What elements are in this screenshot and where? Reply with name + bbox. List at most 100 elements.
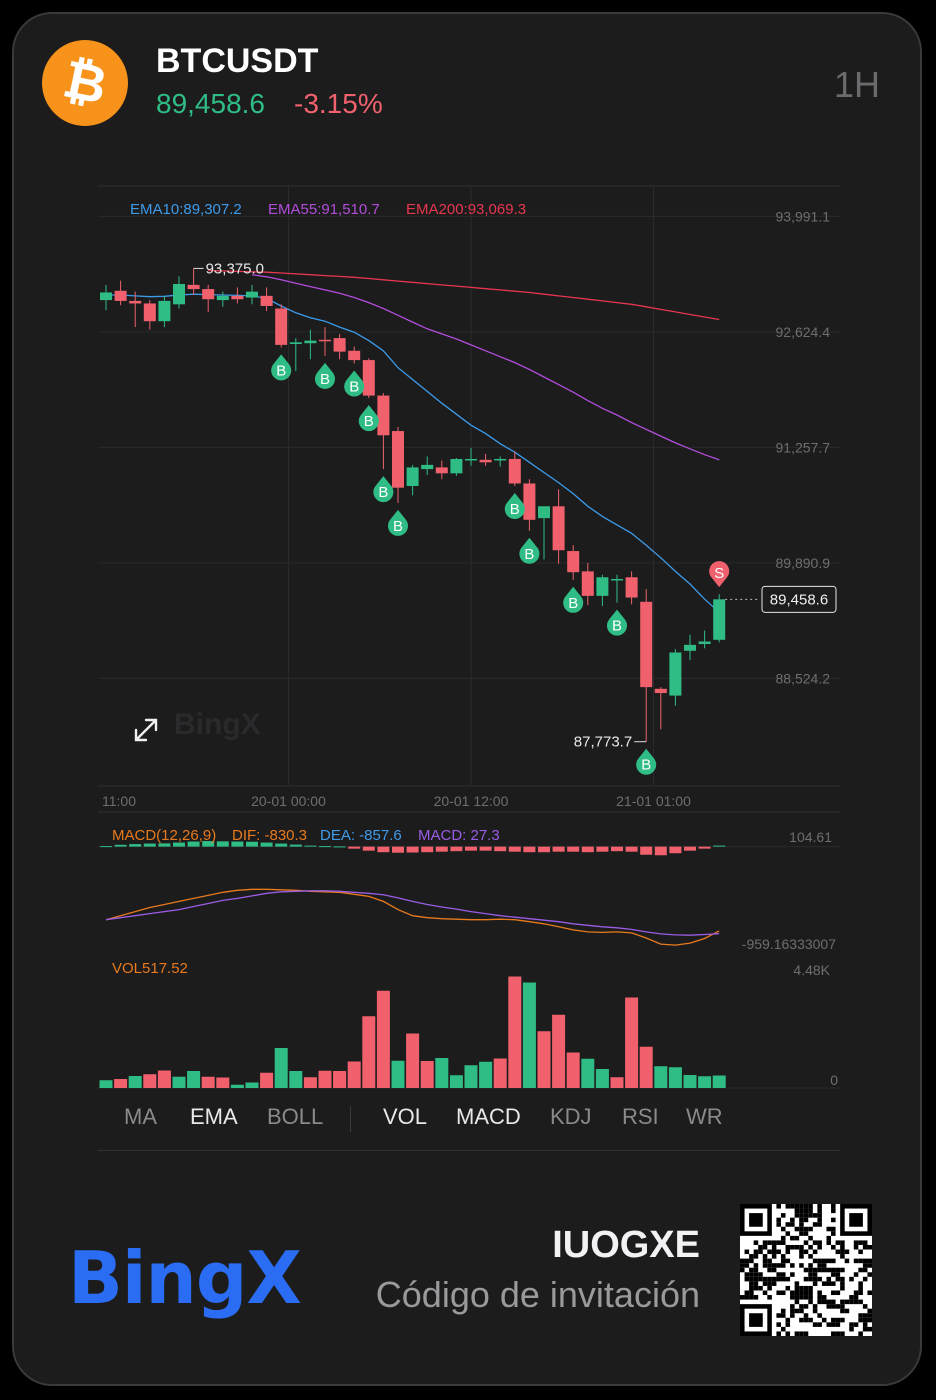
candle <box>158 300 171 322</box>
qr-module <box>776 1240 781 1245</box>
qr-module <box>812 1258 818 1264</box>
qr-module <box>762 1258 768 1264</box>
tab-divider <box>350 1106 351 1132</box>
qr-module <box>753 1240 759 1245</box>
signal-label: B <box>364 413 374 430</box>
volume-bar <box>449 1075 463 1088</box>
qr-module <box>803 1226 809 1232</box>
qr-module <box>780 1272 786 1277</box>
signal-label: B <box>349 378 359 395</box>
candle <box>173 284 185 305</box>
qr-module <box>785 1317 791 1323</box>
qr-module <box>812 1240 818 1245</box>
qr-module <box>817 1244 822 1250</box>
macd-hist-bar <box>348 846 361 849</box>
qr-module <box>862 1263 868 1268</box>
qr-module <box>790 1204 795 1209</box>
qr-module <box>794 1285 800 1291</box>
qr-module <box>844 1308 850 1314</box>
volume-bar <box>260 1072 274 1088</box>
chart-watermark: BingX <box>174 708 261 741</box>
signal-label: B <box>510 501 520 518</box>
qr-module <box>835 1276 841 1282</box>
qr-module <box>790 1222 795 1227</box>
macd-hist-bar <box>421 846 434 853</box>
qr-module <box>853 1272 859 1277</box>
qr-module <box>785 1222 791 1227</box>
volume-label: VOL517.52 <box>112 960 188 977</box>
qr-module <box>799 1226 804 1232</box>
qr-module <box>840 1240 845 1245</box>
qr-module <box>844 1299 850 1305</box>
qr-module <box>767 1276 772 1282</box>
qr-module <box>794 1235 800 1241</box>
qr-module <box>799 1263 804 1268</box>
candle <box>129 300 142 304</box>
qr-module <box>780 1326 786 1332</box>
qr-module <box>767 1285 772 1291</box>
qr-module <box>803 1304 809 1309</box>
volume-bar <box>347 1061 361 1088</box>
qr-module <box>831 1304 836 1309</box>
qr-module <box>803 1285 809 1291</box>
tab-ma[interactable]: MA <box>124 1104 157 1129</box>
signal-label: B <box>378 484 388 501</box>
volume-bar <box>318 1070 332 1088</box>
qr-module <box>808 1244 813 1250</box>
volume-bar <box>406 1033 420 1088</box>
tab-vol[interactable]: VOL <box>383 1104 428 1129</box>
qr-module <box>812 1322 818 1327</box>
tab-wr[interactable]: WR <box>686 1104 723 1129</box>
qr-module <box>817 1322 822 1327</box>
qr-module <box>826 1235 832 1241</box>
qr-module <box>780 1254 786 1259</box>
candle <box>669 652 682 696</box>
macd-hist-bar <box>289 844 302 847</box>
qr-module <box>776 1272 781 1277</box>
tab-kdj[interactable]: KDJ <box>550 1104 592 1129</box>
qr-module <box>867 1272 872 1277</box>
qr-module <box>858 1331 863 1336</box>
qr-module <box>826 1322 832 1327</box>
qr-module <box>849 1322 854 1327</box>
qr-module <box>808 1317 813 1323</box>
tab-ema[interactable]: EMA <box>190 1104 238 1129</box>
macd-hist-bar <box>654 846 667 856</box>
volume-bar <box>654 1066 668 1088</box>
qr-module <box>762 1244 768 1250</box>
macd-params-label: MACD(12,26,9) <box>112 827 216 844</box>
ema200-label: EMA200:93,069.3 <box>406 201 526 218</box>
qr-module <box>803 1313 809 1318</box>
qr-module <box>799 1244 804 1250</box>
candle <box>348 350 361 361</box>
qr-module <box>840 1299 845 1305</box>
qr-module <box>812 1213 818 1218</box>
qr-module <box>803 1231 809 1236</box>
qr-module <box>762 1281 768 1286</box>
x-tick-label: 11:00 <box>102 793 136 809</box>
tab-macd[interactable]: MACD <box>456 1104 521 1129</box>
x-tick-label: 20-01 00:00 <box>251 793 326 809</box>
macd-hist-bar <box>567 846 580 852</box>
qr-module <box>858 1281 863 1286</box>
macd-dea-line <box>105 890 720 936</box>
qr-module <box>821 1281 827 1286</box>
qr-module <box>758 1249 763 1255</box>
qr-module <box>799 1217 804 1223</box>
tab-boll[interactable]: BOLL <box>267 1104 324 1129</box>
qr-module <box>849 1276 854 1282</box>
volume-bar <box>683 1075 697 1088</box>
qr-module <box>849 1326 854 1332</box>
qr-module <box>749 1254 754 1259</box>
qr-module <box>771 1244 777 1250</box>
qr-module <box>758 1272 763 1277</box>
macd-hist-bar <box>260 842 273 847</box>
tab-rsi[interactable]: RSI <box>622 1104 659 1129</box>
qr-module <box>867 1313 872 1318</box>
qr-module <box>817 1290 822 1296</box>
qr-module <box>771 1281 777 1286</box>
qr-module <box>753 1295 759 1300</box>
volume-bar <box>522 982 536 1088</box>
qr-module <box>767 1295 772 1300</box>
qr-module <box>812 1249 818 1255</box>
